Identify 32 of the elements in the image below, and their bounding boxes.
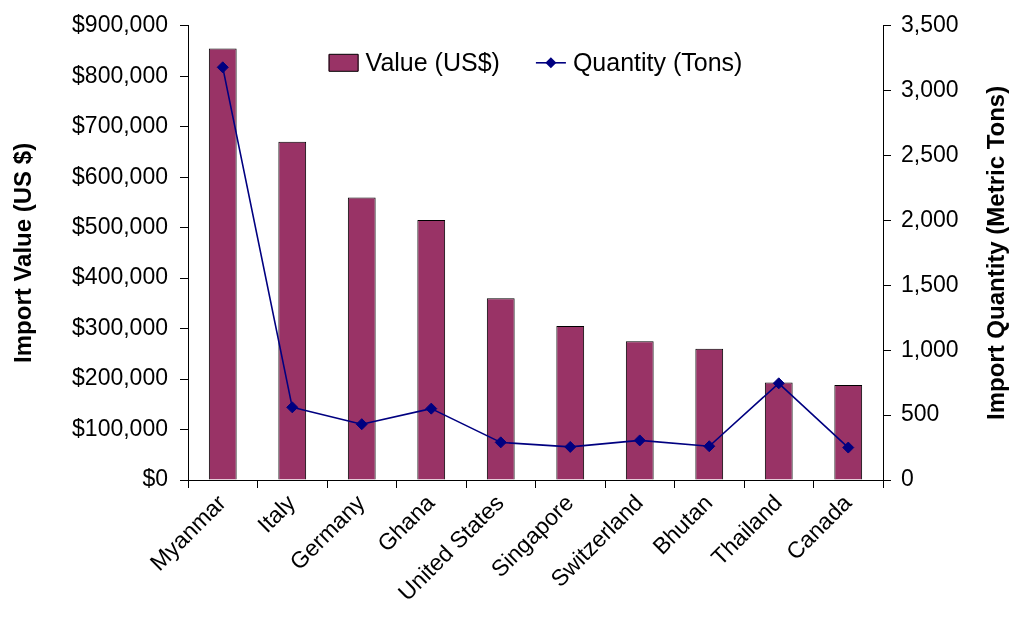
y-tick-label: $300,000 — [72, 313, 168, 340]
y-tick-label: $100,000 — [72, 414, 168, 441]
y-tick-label: $0 — [142, 465, 168, 492]
y-tick-label: $500,000 — [72, 213, 168, 240]
y2-axis-title: Import Quantity (Metric Tons) — [981, 85, 1009, 421]
y2-tick-label: 1,000 — [901, 335, 959, 362]
y2-tick-label: 3,500 — [901, 11, 959, 38]
y-tick-label: $200,000 — [72, 364, 168, 391]
y2-tick-label: 1,500 — [901, 270, 959, 297]
point — [703, 440, 716, 453]
y2-tick-label: 2,000 — [901, 205, 959, 232]
y2-tick-label: 0 — [901, 465, 914, 492]
point — [772, 377, 785, 390]
y-axis-title: Import Value (US $) — [9, 142, 37, 363]
y2-tick-label: 2,500 — [901, 140, 959, 167]
y-tick-label: $600,000 — [72, 162, 168, 189]
point — [355, 418, 368, 431]
y2-tick-label: 3,000 — [901, 76, 959, 103]
y-tick-label: $700,000 — [72, 112, 168, 139]
point — [216, 61, 229, 74]
point — [564, 440, 577, 453]
point — [842, 441, 855, 454]
point — [494, 436, 507, 449]
point — [425, 402, 438, 415]
legend-label: Value (US$) — [365, 47, 500, 76]
y-tick-label: $800,000 — [72, 61, 168, 88]
legend-label: Quantity (Tons) — [572, 47, 743, 76]
point — [286, 401, 299, 414]
y2-tick-label: 500 — [901, 400, 940, 427]
y-tick-label: $900,000 — [72, 11, 168, 38]
y-tick-label: $400,000 — [72, 263, 168, 290]
point — [633, 434, 646, 447]
